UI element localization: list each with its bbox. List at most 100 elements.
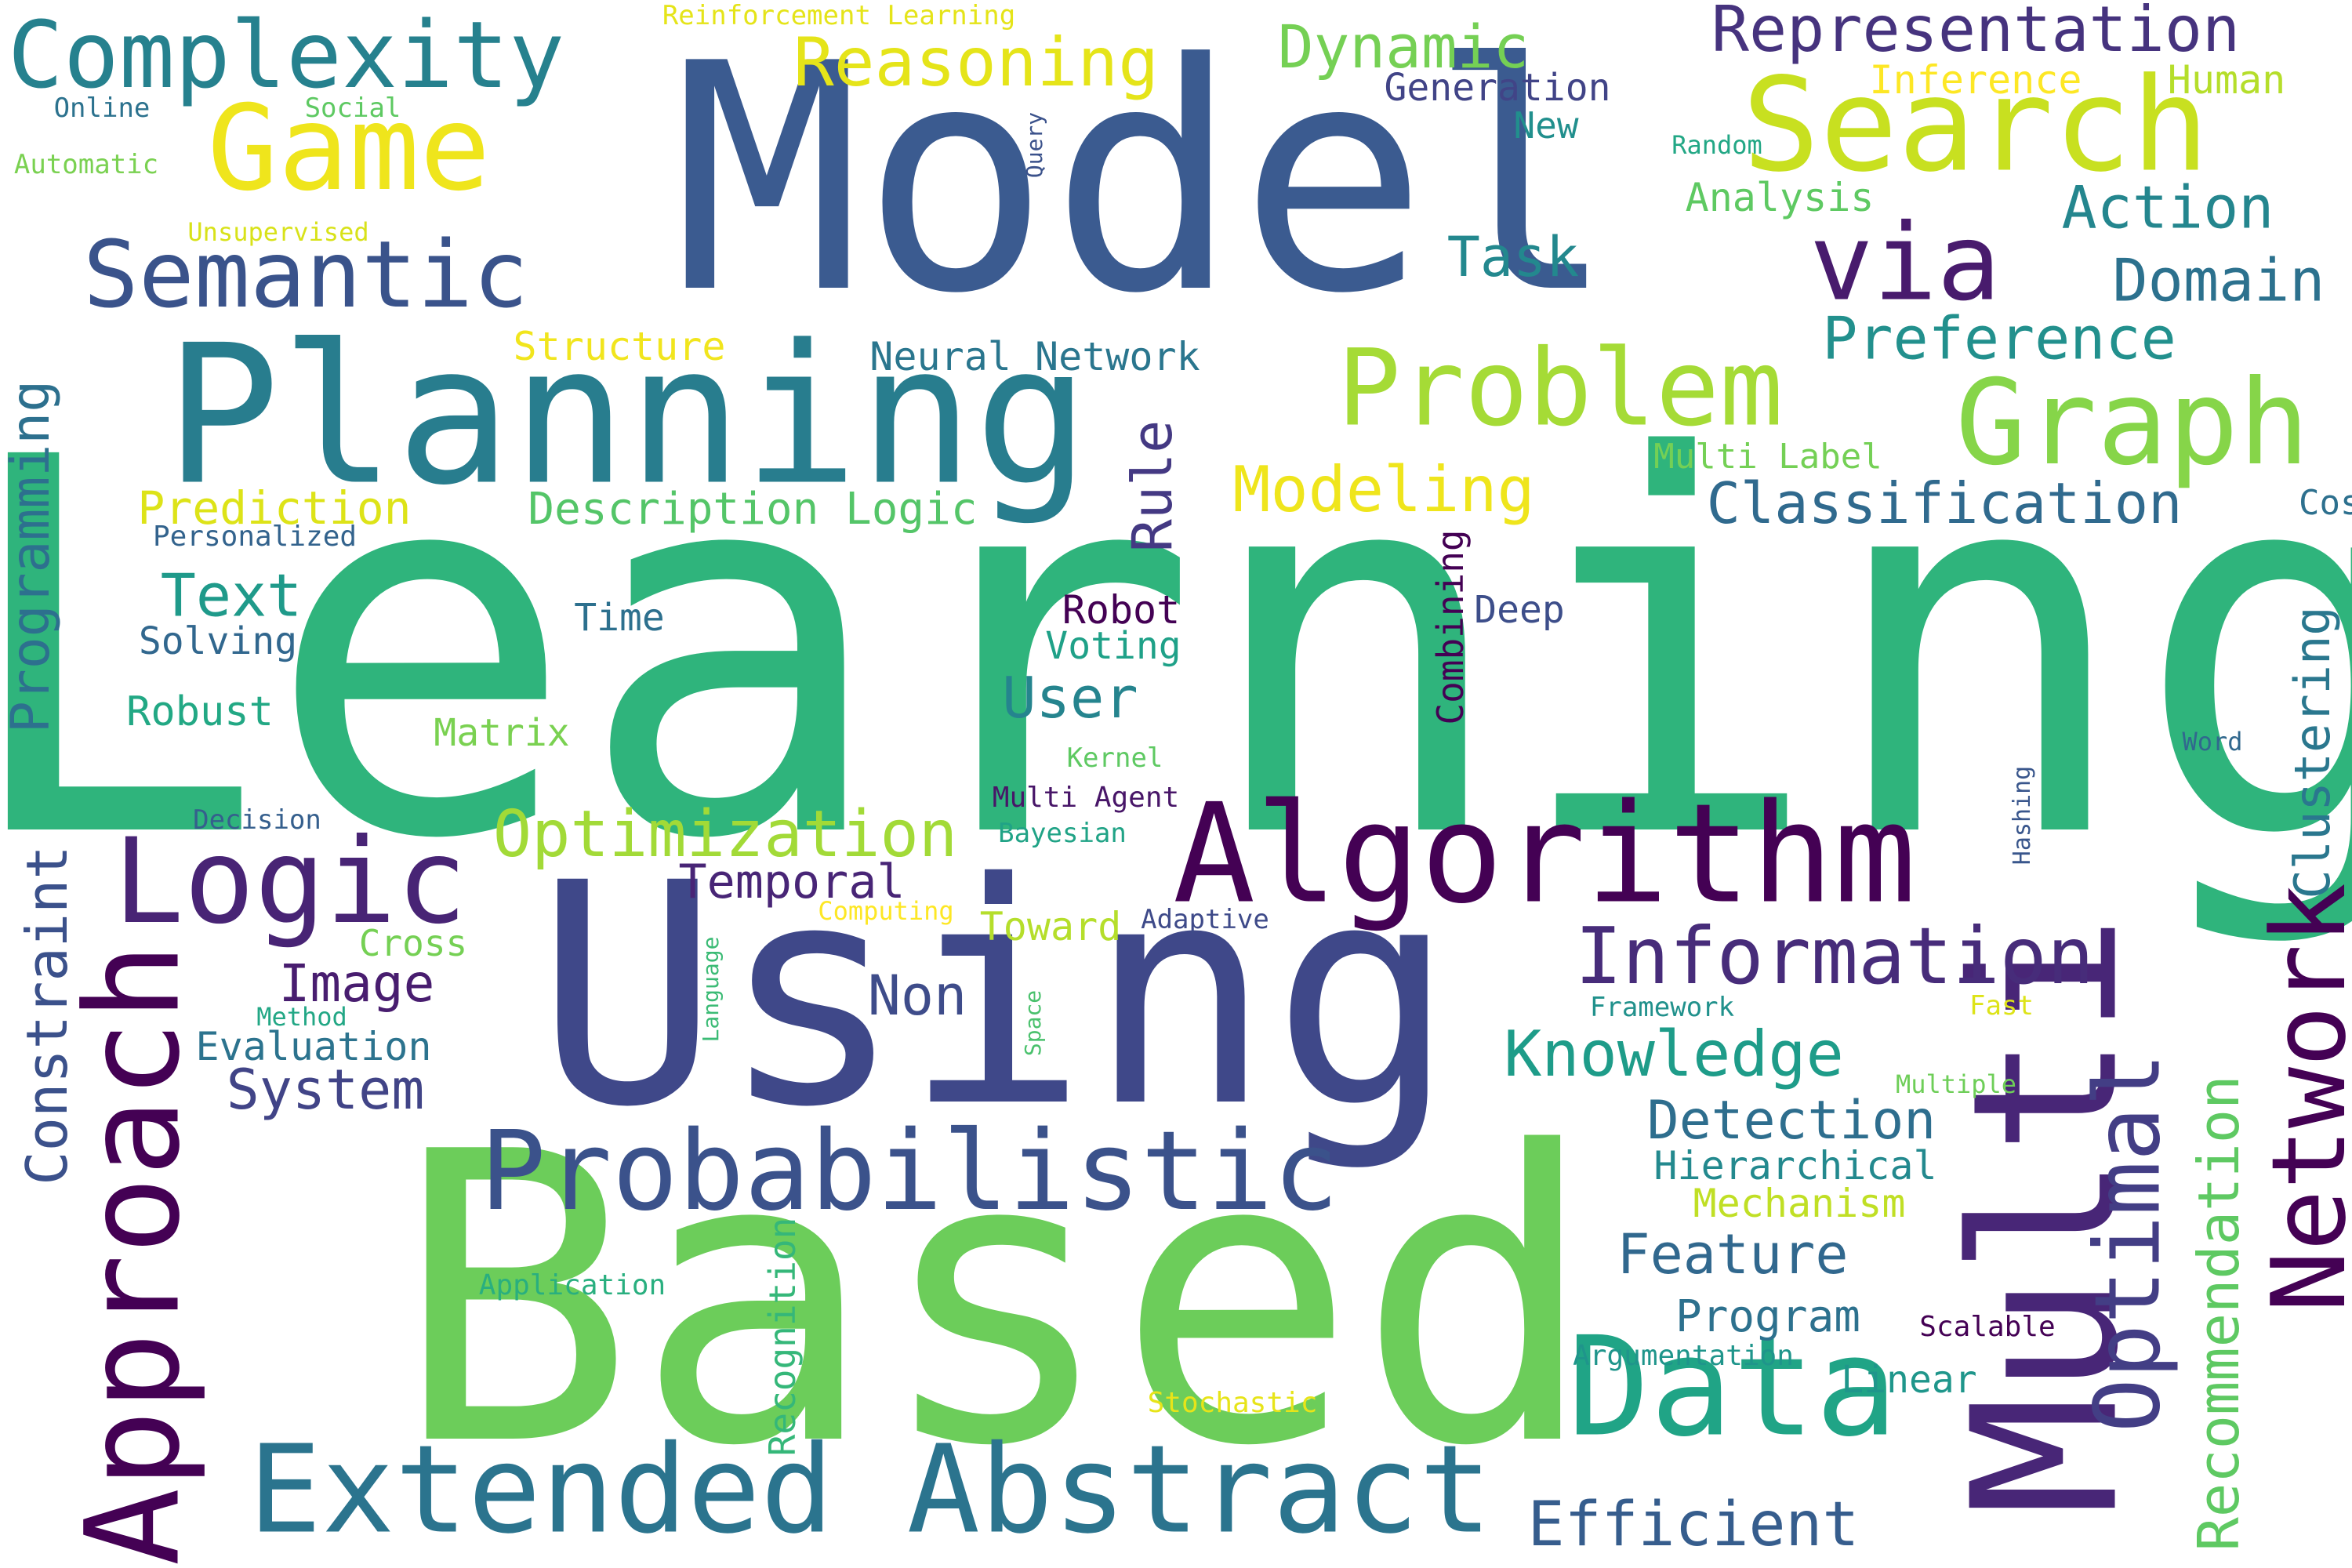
word-preference: Preference [1822, 303, 2176, 373]
word-description-logic: Description Logic [528, 484, 978, 535]
word-via: via [1809, 201, 2001, 325]
word-reinforcement-learning: Reinforcement Learning [662, 0, 1016, 31]
word-program: Program [1675, 1291, 1861, 1342]
word-kernel: Kernel [1066, 742, 1163, 774]
word-representation: Representation [1711, 0, 2241, 66]
word-complexity: Complexity [7, 1, 565, 109]
word-temporal: Temporal [678, 855, 906, 909]
word-argumentation: Argumentation [1573, 1340, 1794, 1372]
word-network: Network [2249, 883, 2352, 1312]
word-word: Word [2182, 727, 2243, 757]
word-decision: Decision [193, 804, 321, 836]
word-learning: Learning [0, 349, 2352, 952]
word-search: Search [1741, 49, 2210, 201]
word-modeling: Modeling [1232, 453, 1535, 526]
word-unsupervised: Unsupervised [187, 217, 369, 247]
word-language: Language [698, 936, 724, 1043]
word-graph: Graph [1955, 355, 2310, 492]
word-programming: Programming [0, 379, 62, 734]
word-dynamic: Dynamic [1277, 12, 1530, 82]
word-knowledge: Knowledge [1504, 1018, 1844, 1091]
word-voting: Voting [1045, 624, 1181, 668]
word-linear: Linear [1841, 1358, 1977, 1402]
word-semantic: Semantic [82, 220, 529, 328]
word-data: Data [1567, 1308, 1898, 1468]
word-toward: Toward [979, 904, 1122, 949]
word-hierarchical: Hierarchical [1653, 1143, 1937, 1189]
word-bayesian: Bayesian [998, 818, 1127, 849]
word-clustering: Clustering [2284, 606, 2341, 899]
word-classification: Classification [1706, 470, 2183, 536]
word-algorithm: Algorithm [1172, 775, 1917, 935]
word-recognition: Recognition [761, 1217, 804, 1457]
word-neural-network: Neural Network [869, 334, 1200, 379]
word-planning: Planning [164, 303, 1091, 528]
word-text: Text [160, 561, 303, 630]
word-application: Application [478, 1269, 666, 1301]
word-online: Online [53, 93, 151, 124]
word-extended-abstract: Extended Abstract [248, 1418, 1493, 1561]
word-rule: Rule [1120, 419, 1185, 553]
word-computing: Computing [818, 896, 954, 926]
word-multi-agent: Multi Agent [992, 782, 1180, 814]
word-fast: Fast [1969, 990, 2034, 1022]
word-new: New [1513, 104, 1579, 147]
word-approach: Approach [57, 942, 209, 1566]
word-non: Non [867, 964, 967, 1028]
word-information: Information [1574, 910, 2095, 1002]
word-matrix: Matrix [434, 711, 570, 755]
word-scalable: Scalable [1919, 1311, 2056, 1343]
word-query: Query [1022, 111, 1047, 179]
word-recommendation: Recommendation [2186, 1075, 2252, 1552]
word-time: Time [574, 596, 665, 640]
word-based: Based [394, 1069, 1598, 1534]
word-human: Human [2167, 57, 2286, 103]
word-framework: Framework [1589, 992, 1735, 1023]
word-generation: Generation [1384, 66, 1611, 110]
word-hashing: Hashing [2009, 765, 2036, 866]
word-system: System [226, 1058, 425, 1122]
word-random: Random [1671, 130, 1762, 160]
word-structure: Structure [513, 324, 726, 369]
word-multi-label: Multi Label [1653, 437, 1882, 477]
word-cost: Cost [2299, 483, 2352, 523]
word-combining: Combining [1429, 529, 1472, 725]
word-optimal: Optimal [2075, 1052, 2181, 1433]
word-efficient: Efficient [1527, 1490, 1860, 1560]
word-game: Game [207, 81, 491, 217]
word-prediction: Prediction [137, 481, 412, 535]
word-adaptive: Adaptive [1141, 904, 1269, 935]
word-robust: Robust [126, 688, 274, 735]
word-user: User [1002, 665, 1138, 731]
word-social: Social [304, 93, 401, 124]
word-deep: Deep [1474, 588, 1565, 632]
word-problem: Problem [1337, 326, 1784, 450]
word-feature: Feature [1617, 1222, 1849, 1287]
word-using: Using [535, 818, 1456, 1174]
word-optimization: Optimization [492, 797, 958, 872]
word-personalized: Personalized [152, 521, 358, 553]
word-reasoning: Reasoning [793, 24, 1159, 102]
word-probabilistic: Probabilistic [480, 1108, 1339, 1236]
word-space: Space [1020, 989, 1046, 1057]
word-mechanism: Mechanism [1693, 1181, 1906, 1226]
word-robot: Robot [1062, 587, 1181, 633]
word-method: Method [256, 1002, 347, 1032]
word-constraint: Constraint [14, 845, 80, 1185]
word-analysis: Analysis [1685, 175, 1875, 220]
word-evaluation: Evaluation [195, 1024, 432, 1069]
word-action: Action [2061, 172, 2274, 242]
word-cross: Cross [358, 922, 468, 964]
word-automatic: Automatic [13, 149, 159, 180]
word-task: Task [1446, 225, 1580, 289]
word-image: Image [278, 953, 435, 1014]
word-inference: Inference [1869, 57, 2082, 103]
word-domain: Domain [2112, 245, 2325, 315]
word-detection: Detection [1646, 1090, 1936, 1152]
word-solving: Solving [138, 619, 298, 663]
word-model: Model [672, 0, 1617, 362]
word-multiple: Multiple [1895, 1069, 2017, 1099]
word-logic: Logic [113, 814, 467, 950]
